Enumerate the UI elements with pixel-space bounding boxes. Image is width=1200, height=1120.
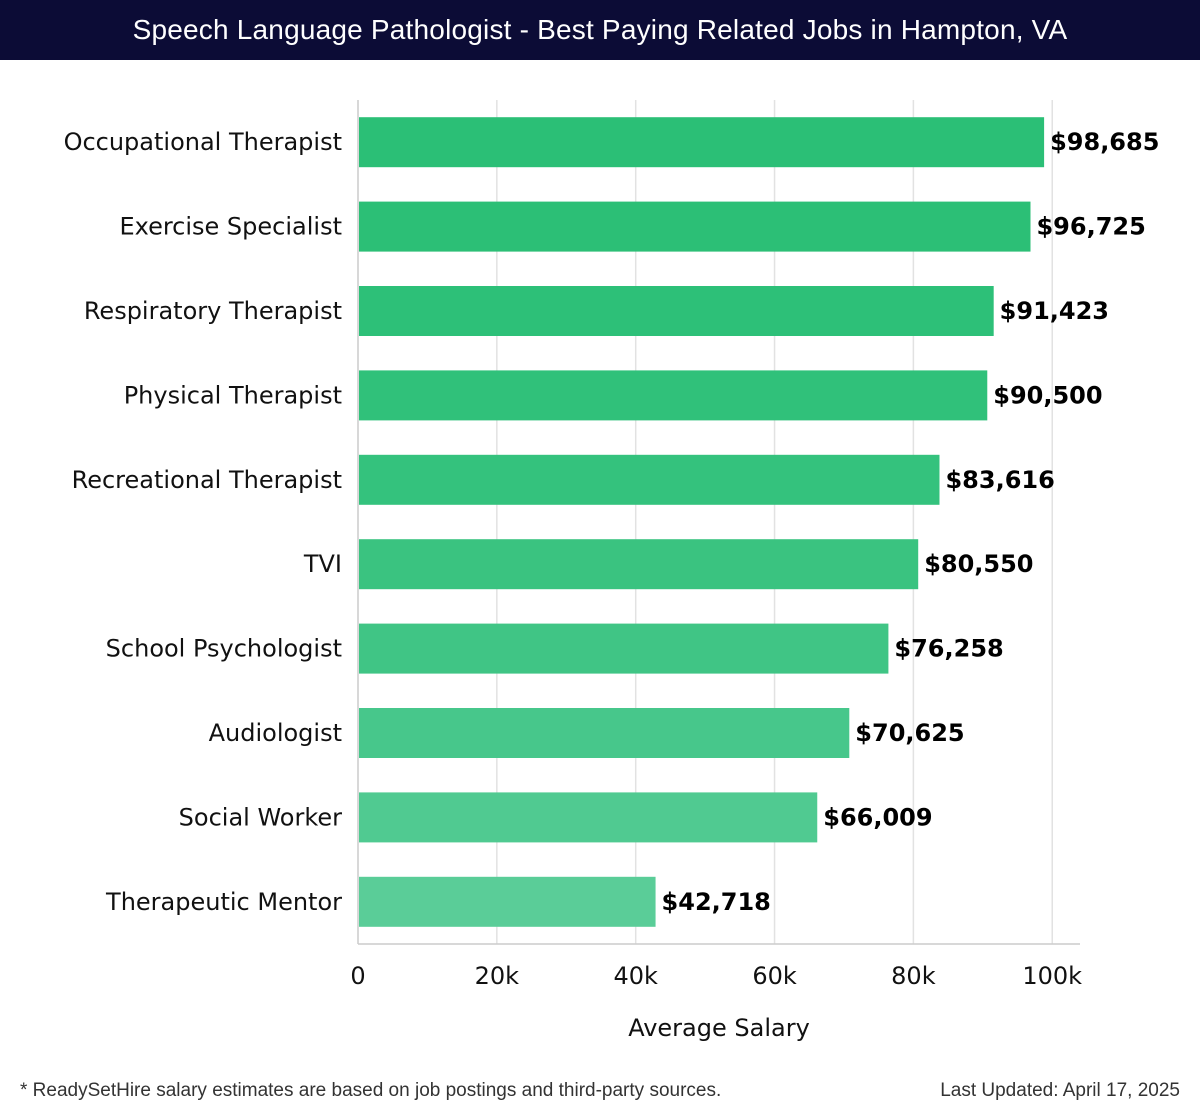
category-label: Occupational Therapist: [64, 128, 342, 156]
data-label: $76,258: [894, 635, 1003, 663]
category-label: TVI: [303, 550, 342, 578]
data-label: $91,423: [1000, 297, 1109, 325]
bar: [359, 370, 988, 421]
bar: [359, 454, 940, 505]
chart-title-bar: Speech Language Pathologist - Best Payin…: [0, 0, 1200, 60]
footer-note: * ReadySetHire salary estimates are base…: [20, 1080, 722, 1101]
data-label: $83,616: [945, 466, 1054, 494]
bar: [359, 708, 850, 758]
x-tick-label: 20k: [475, 962, 520, 990]
bar: [359, 201, 1031, 252]
bar: [359, 286, 994, 336]
x-tick-label: 0: [350, 962, 365, 990]
category-label: Physical Therapist: [124, 381, 342, 409]
data-label: $96,725: [1036, 213, 1145, 241]
category-label: Therapeutic Mentor: [105, 888, 342, 916]
data-label: $42,718: [662, 888, 771, 916]
footer-updated: Last Updated: April 17, 2025: [940, 1080, 1180, 1101]
bar-chart: Occupational Therapist $98,685 Exercise Sp…: [64, 100, 1159, 1042]
bar: [359, 539, 919, 590]
x-tick-label: 40k: [613, 962, 658, 990]
category-label: Social Worker: [179, 803, 342, 831]
x-tick-label: 100k: [1022, 962, 1082, 990]
bar: [359, 117, 1045, 168]
x-axis-title: Average Salary: [628, 1014, 810, 1042]
x-tick-label: 60k: [752, 962, 797, 990]
chart-title: Speech Language Pathologist - Best Payin…: [132, 14, 1068, 45]
category-label: School Psychologist: [106, 635, 342, 663]
data-label: $66,009: [823, 803, 932, 831]
category-label: Exercise Specialist: [119, 213, 342, 241]
bar: [359, 792, 818, 843]
data-label: $90,500: [993, 381, 1102, 409]
category-label: Respiratory Therapist: [84, 297, 342, 325]
data-label: $80,550: [924, 550, 1033, 578]
data-label: $70,625: [855, 719, 964, 747]
category-label: Audiologist: [209, 719, 342, 747]
chart-area: Occupational Therapist $98,685 Exercise Sp…: [0, 60, 1200, 1060]
bar: [359, 623, 889, 674]
x-tick-label: 80k: [891, 962, 936, 990]
category-label: Recreational Therapist: [72, 466, 342, 494]
data-label: $98,685: [1050, 128, 1159, 156]
bar: [359, 876, 656, 927]
